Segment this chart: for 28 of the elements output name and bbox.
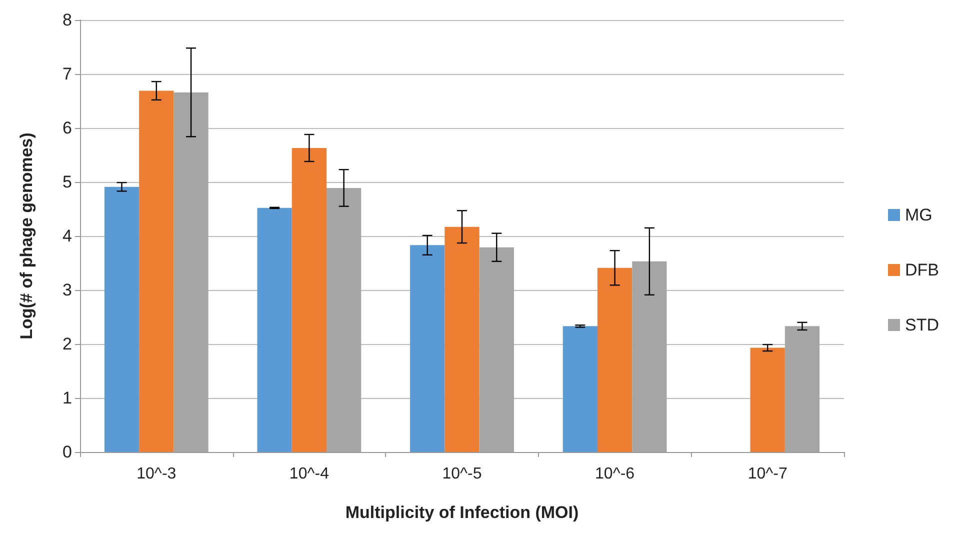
legend-label: STD [905,316,939,334]
bar [292,148,327,452]
bar [597,268,632,452]
bar [410,245,445,452]
bar [139,90,174,452]
x-tick-label: 10^-3 [136,466,176,482]
y-axis-title: Log(# of phage genomes) [17,132,36,340]
x-axis-title: Multiplicity of Infection (MOI) [345,503,579,522]
y-tick-label: 2 [62,334,72,354]
y-tick-label: 7 [62,64,72,84]
y-tick-label: 8 [62,10,72,30]
x-tick-label: 10^-7 [748,466,788,482]
y-tick-label: 3 [62,280,72,300]
y-tick-label: 1 [62,388,72,408]
legend-label: MG [905,206,932,224]
x-tick-label: 10^-4 [289,466,330,482]
y-tick-label: 5 [62,172,72,192]
y-tick-label: 0 [62,442,72,462]
y-tick-label: 6 [62,118,72,138]
bar [750,348,785,452]
bar [444,226,480,452]
x-tick-label: 10^-6 [595,466,635,482]
bar [104,186,140,452]
x-tick-label: 10^-5 [442,466,482,482]
bar [257,208,292,452]
bar [562,326,598,452]
legend-label: DFB [905,260,939,280]
y-tick-label: 4 [62,226,72,246]
